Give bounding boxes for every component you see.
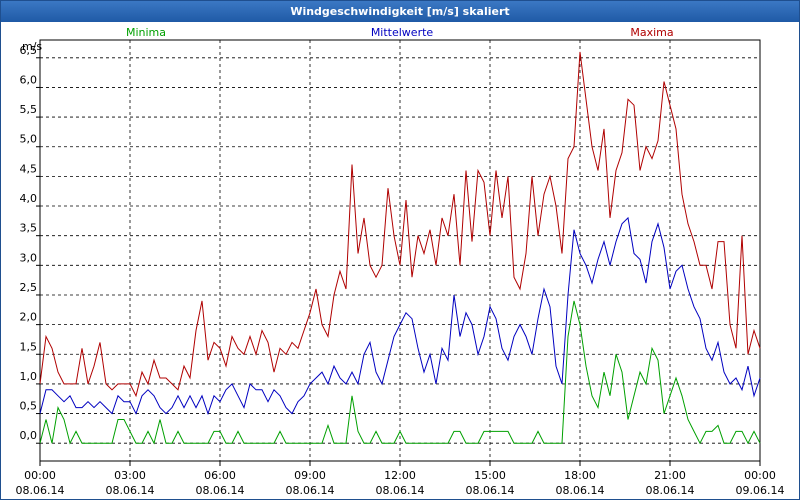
legend-minima: Minima xyxy=(126,26,166,39)
x-tick-date: 08.06.14 xyxy=(376,484,425,497)
y-tick-label: 5,5 xyxy=(20,103,38,116)
y-tick-label: 2,0 xyxy=(20,311,38,324)
x-axis: 00:00 08.06.14 03:00 08.06.14 06:00 08.06.14 0… xyxy=(16,461,785,497)
y-tick-label: 3,0 xyxy=(20,251,38,264)
y-axis: 0,0 0,5 1,0 1,5 2,0 2,5 3,0 3,5 4,0 4,5 5,0 5,5 6,0 6… xyxy=(20,44,40,444)
x-tick-time: 03:00 xyxy=(114,469,146,482)
x-tick-date: 09.06.14 xyxy=(736,484,785,497)
x-tick-time: 12:00 xyxy=(384,469,416,482)
x-tick-date: 08.06.14 xyxy=(106,484,155,497)
x-tick-time: 00:00 xyxy=(24,469,56,482)
y-tick-label: 4,5 xyxy=(20,162,38,175)
y-tick-label: 5,0 xyxy=(20,133,38,146)
y-tick-label: 1,5 xyxy=(20,340,38,353)
x-tick-time: 18:00 xyxy=(564,469,596,482)
x-tick-date: 08.06.14 xyxy=(646,484,695,497)
x-tick-time: 15:00 xyxy=(474,469,506,482)
series-line-maxima xyxy=(39,51,761,398)
y-tick-label: 0,5 xyxy=(20,400,38,413)
grid-lines xyxy=(40,40,760,461)
y-tick-label: 6,5 xyxy=(20,44,38,57)
legend-mittelwerte: Mittelwerte xyxy=(371,26,434,39)
legend-maxima: Maxima xyxy=(630,26,673,39)
series-line-mittelwerte xyxy=(39,216,761,416)
x-tick-time: 06:00 xyxy=(204,469,236,482)
y-axis-label: m/s xyxy=(22,40,42,53)
y-tick-label: 3,5 xyxy=(20,222,38,235)
series-group xyxy=(39,51,761,445)
y-tick-label: 6,0 xyxy=(20,73,38,86)
x-tick-date: 08.06.14 xyxy=(286,484,335,497)
y-tick-label: 0,0 xyxy=(20,429,38,442)
x-tick-date: 08.06.14 xyxy=(466,484,515,497)
x-tick-date: 08.06.14 xyxy=(196,484,245,497)
x-tick-time: 09:00 xyxy=(294,469,326,482)
x-tick-time: 21:00 xyxy=(654,469,686,482)
x-tick-date: 08.06.14 xyxy=(556,484,605,497)
y-tick-label: 1,0 xyxy=(20,370,38,383)
y-tick-label: 2,5 xyxy=(20,281,38,294)
y-tick-label: 4,0 xyxy=(20,192,38,205)
series-line-minima xyxy=(39,300,761,445)
chart-title: Windgeschwindigkeit [m/s] skaliert xyxy=(1,1,799,22)
x-tick-time: 00:00 xyxy=(744,469,776,482)
x-tick-date: 08.06.14 xyxy=(16,484,65,497)
